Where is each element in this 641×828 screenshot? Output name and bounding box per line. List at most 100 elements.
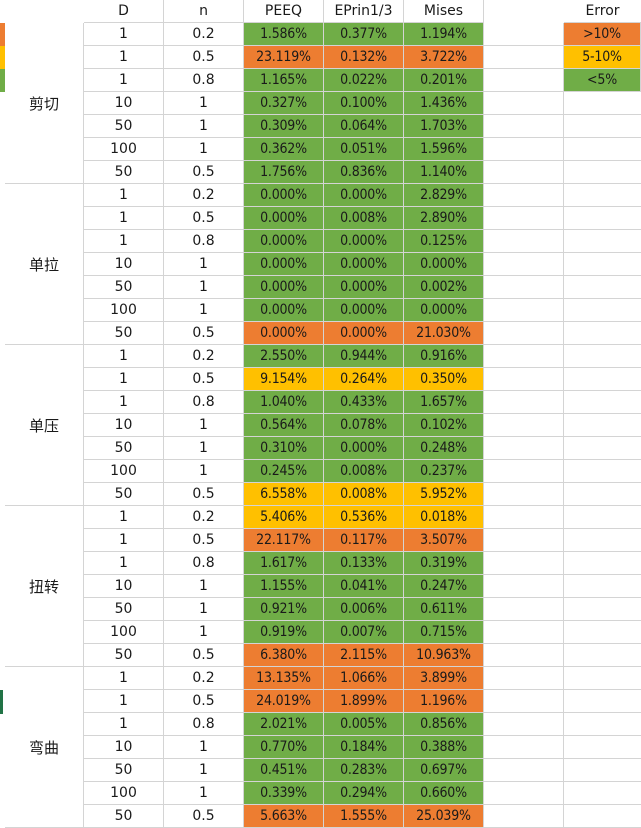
cell-eprin[interactable]: 0.536% (324, 506, 404, 529)
header-n[interactable]: n (164, 0, 244, 23)
header-peeq[interactable]: PEEQ (244, 0, 324, 23)
cell-mises[interactable]: 21.030% (404, 322, 484, 345)
group-label[interactable]: 剪切 (5, 23, 84, 184)
cell-peeq[interactable]: 6.380% (244, 644, 324, 667)
cell-mises[interactable]: 1.703% (404, 115, 484, 138)
empty-cell[interactable] (484, 782, 564, 805)
empty-cell[interactable] (564, 805, 641, 828)
cell-peeq[interactable]: 0.000% (244, 253, 324, 276)
cell-peeq[interactable]: 0.310% (244, 437, 324, 460)
cell-mises[interactable]: 1.196% (404, 690, 484, 713)
cell-eprin[interactable]: 0.944% (324, 345, 404, 368)
empty-cell[interactable] (564, 322, 641, 345)
cell-n[interactable]: 1 (164, 782, 244, 805)
empty-cell[interactable] (484, 598, 564, 621)
cell-d[interactable]: 100 (84, 138, 164, 161)
cell-peeq[interactable]: 2.021% (244, 713, 324, 736)
cell-peeq[interactable]: 1.155% (244, 575, 324, 598)
cell-mises[interactable]: 0.856% (404, 713, 484, 736)
cell-d[interactable]: 10 (84, 414, 164, 437)
cell-n[interactable]: 0.5 (164, 322, 244, 345)
cell-peeq[interactable]: 1.165% (244, 69, 324, 92)
cell-eprin[interactable]: 0.264% (324, 368, 404, 391)
empty-cell[interactable] (564, 713, 641, 736)
cell-mises[interactable]: 5.952% (404, 483, 484, 506)
cell-peeq[interactable]: 0.919% (244, 621, 324, 644)
cell-peeq[interactable]: 13.135% (244, 667, 324, 690)
empty-cell[interactable] (484, 644, 564, 667)
empty-cell[interactable] (484, 276, 564, 299)
legend-high[interactable]: >10% (564, 23, 641, 46)
cell-n[interactable]: 0.5 (164, 207, 244, 230)
header-eprin[interactable]: EPrin1/3 (324, 0, 404, 23)
cell-mises[interactable]: 0.350% (404, 368, 484, 391)
cell-mises[interactable]: 0.237% (404, 460, 484, 483)
cell-eprin[interactable]: 0.000% (324, 184, 404, 207)
cell-mises[interactable]: 0.715% (404, 621, 484, 644)
empty-cell[interactable] (484, 345, 564, 368)
cell-mises[interactable]: 25.039% (404, 805, 484, 828)
cell-n[interactable]: 1 (164, 414, 244, 437)
empty-cell[interactable] (484, 414, 564, 437)
cell-eprin[interactable]: 0.184% (324, 736, 404, 759)
empty-cell[interactable] (484, 391, 564, 414)
cell-mises[interactable]: 0.611% (404, 598, 484, 621)
empty-cell[interactable] (564, 276, 641, 299)
cell-mises[interactable]: 0.102% (404, 414, 484, 437)
cell-eprin[interactable]: 0.000% (324, 437, 404, 460)
cell-eprin[interactable]: 0.008% (324, 483, 404, 506)
cell-peeq[interactable]: 0.000% (244, 299, 324, 322)
empty-cell[interactable] (564, 184, 641, 207)
cell-d[interactable]: 50 (84, 805, 164, 828)
empty-cell[interactable] (484, 138, 564, 161)
cell-d[interactable]: 50 (84, 276, 164, 299)
cell-n[interactable]: 1 (164, 460, 244, 483)
empty-cell[interactable] (564, 575, 641, 598)
cell-mises[interactable]: 0.660% (404, 782, 484, 805)
cell-n[interactable]: 0.2 (164, 345, 244, 368)
cell-eprin[interactable]: 1.066% (324, 667, 404, 690)
cell-eprin[interactable]: 2.115% (324, 644, 404, 667)
cell-d[interactable]: 50 (84, 759, 164, 782)
cell-d[interactable]: 1 (84, 368, 164, 391)
cell-d[interactable]: 1 (84, 506, 164, 529)
cell-eprin[interactable]: 0.008% (324, 460, 404, 483)
empty-cell[interactable] (564, 161, 641, 184)
empty-cell[interactable] (564, 92, 641, 115)
cell-n[interactable]: 1 (164, 276, 244, 299)
cell-peeq[interactable]: 1.040% (244, 391, 324, 414)
empty-cell[interactable] (484, 161, 564, 184)
cell-d[interactable]: 100 (84, 782, 164, 805)
cell-n[interactable]: 0.2 (164, 506, 244, 529)
cell-n[interactable]: 1 (164, 598, 244, 621)
cell-n[interactable]: 0.2 (164, 667, 244, 690)
empty-cell[interactable] (484, 552, 564, 575)
cell-n[interactable]: 1 (164, 253, 244, 276)
cell-peeq[interactable]: 0.362% (244, 138, 324, 161)
cell-eprin[interactable]: 0.000% (324, 322, 404, 345)
cell-eprin[interactable]: 1.555% (324, 805, 404, 828)
cell-eprin[interactable]: 0.022% (324, 69, 404, 92)
cell-mises[interactable]: 1.657% (404, 391, 484, 414)
cell-d[interactable]: 50 (84, 483, 164, 506)
cell-mises[interactable]: 0.125% (404, 230, 484, 253)
cell-d[interactable]: 50 (84, 115, 164, 138)
empty-cell[interactable] (484, 69, 564, 92)
cell-eprin[interactable]: 0.041% (324, 575, 404, 598)
cell-mises[interactable]: 2.829% (404, 184, 484, 207)
empty-cell[interactable] (484, 529, 564, 552)
cell-eprin[interactable]: 0.064% (324, 115, 404, 138)
cell-eprin[interactable]: 0.078% (324, 414, 404, 437)
cell-eprin[interactable]: 0.133% (324, 552, 404, 575)
cell-d[interactable]: 1 (84, 69, 164, 92)
empty-cell[interactable] (564, 138, 641, 161)
empty-cell[interactable] (564, 759, 641, 782)
empty-cell[interactable] (484, 575, 564, 598)
cell-n[interactable]: 1 (164, 115, 244, 138)
cell-d[interactable]: 1 (84, 230, 164, 253)
cell-d[interactable]: 100 (84, 299, 164, 322)
cell-mises[interactable]: 1.194% (404, 23, 484, 46)
cell-eprin[interactable]: 0.100% (324, 92, 404, 115)
cell-mises[interactable]: 10.963% (404, 644, 484, 667)
empty-cell[interactable] (484, 368, 564, 391)
